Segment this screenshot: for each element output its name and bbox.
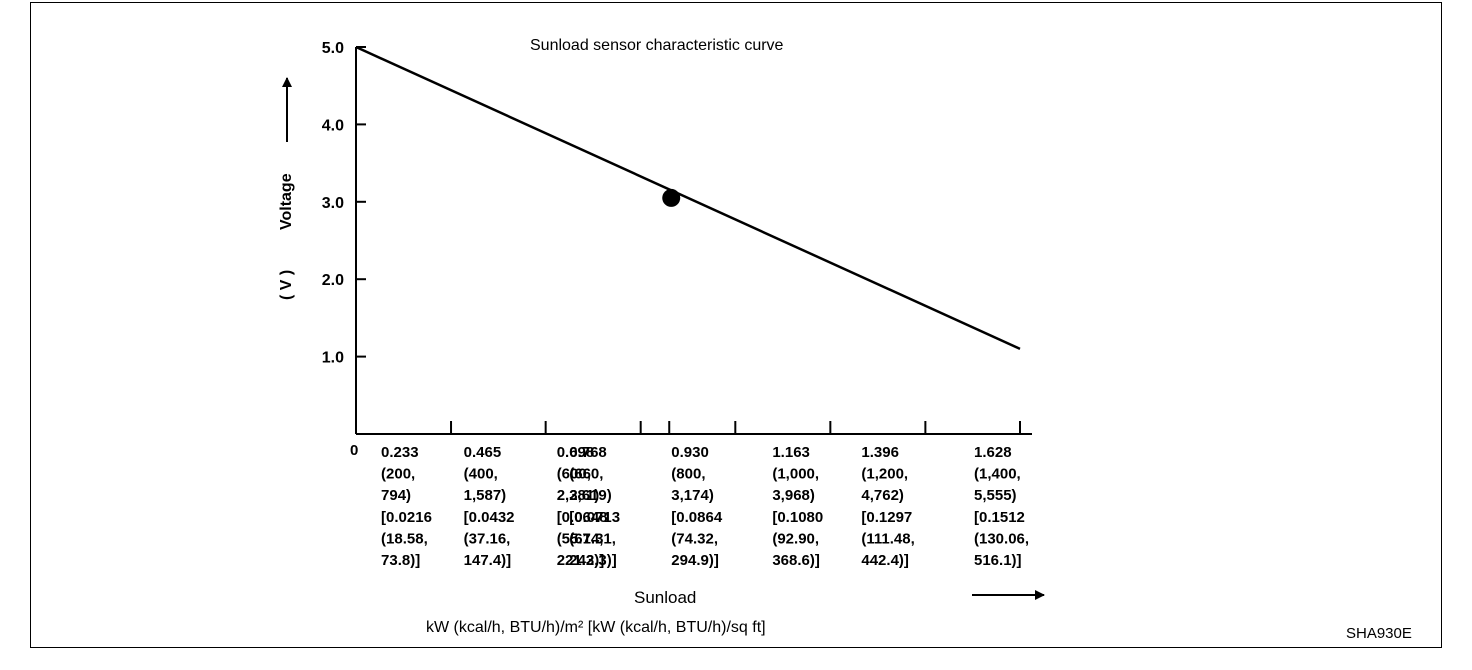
x-tick-label: 0.698 (600, 2,381) [0.0648 (55.74, 221.2)] — [557, 444, 608, 569]
y-ticks: 5.0 4.0 3.0 2.0 1.0 — [322, 40, 366, 367]
y-tick-label: 2.0 — [322, 272, 344, 289]
figure-code: SHA930E — [1346, 625, 1412, 642]
x-axis-label: Sunload — [634, 588, 696, 607]
x-tick-label: 1.163 (1,000, 3,968) [0.1080 (92.90, 368.6)] — [772, 444, 823, 569]
x-tick-label: 0.233 (200, 794) [0.0216 (18.58, 73.8)] — [381, 444, 432, 569]
y-unit-label: ( V ) — [278, 270, 295, 300]
x-axis-units: kW (kcal/h, BTU/h)/m² [kW (kcal/h, BTU/h… — [426, 619, 766, 636]
origin-label: 0 — [350, 442, 358, 459]
y-tick-label: 1.0 — [322, 350, 344, 367]
y-tick-label: 4.0 — [322, 117, 344, 134]
x-tick-label: 0.930 (800, 3,174) [0.0864 (74.32, 294.9)] — [671, 444, 723, 569]
x-tick-label: 1.628 (1,400, 5,555) [0.1512 (130.06, 516.1)] — [974, 444, 1029, 569]
x-tick-label: 0.768 (660, 2,619) [0.0713 (61.31, 243.3)] — [569, 444, 620, 569]
x-tick-label: 0.465 (400, 1,587) [0.0432 (37.16, 147.4)] — [464, 444, 515, 569]
chart-title: Sunload sensor characteristic curve — [530, 37, 784, 54]
x-tick-label: 1.396 (1,200, 4,762) [0.1297 (111.48, 442.4)] — [861, 444, 914, 569]
x-ticks: 0.233 (200, 794) [0.0216 (18.58, 73.8)] 0.465(… — [381, 421, 1029, 569]
series-group — [355, 45, 1021, 350]
figure-frame — [30, 2, 1442, 648]
data-point-marker — [662, 188, 681, 207]
y-tick-label: 5.0 — [322, 40, 344, 57]
series-line — [355, 45, 1021, 350]
y-axis-label: Voltage — [278, 173, 295, 230]
y-tick-label: 3.0 — [322, 195, 344, 212]
